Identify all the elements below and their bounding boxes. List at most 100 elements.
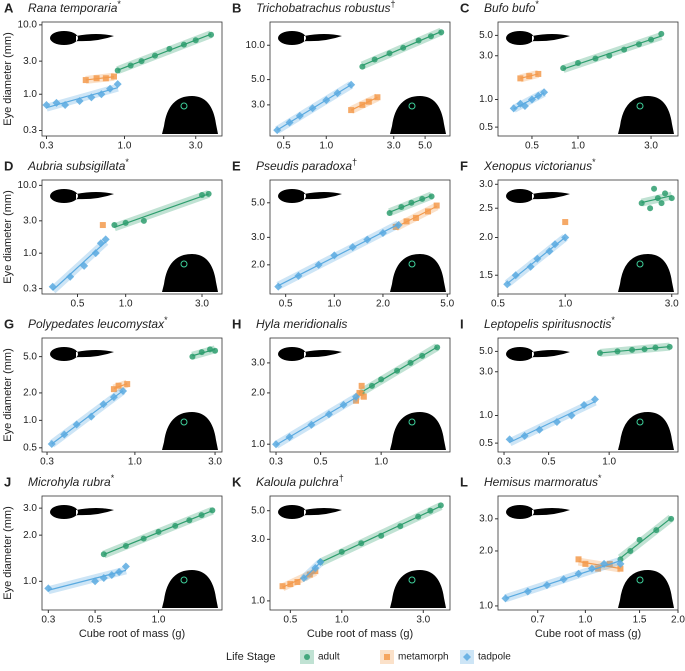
point bbox=[550, 240, 559, 249]
point bbox=[356, 389, 363, 396]
point bbox=[621, 46, 628, 53]
panel-title: Microhyla rubra* bbox=[28, 473, 115, 489]
point bbox=[114, 67, 121, 74]
title-name: Rana temporaria bbox=[28, 1, 118, 15]
point bbox=[668, 515, 675, 522]
title-name: Trichobatrachus robustus bbox=[256, 1, 391, 15]
y-tick-label: 0.3 bbox=[23, 283, 37, 294]
point bbox=[285, 433, 294, 442]
legend-label: adult bbox=[318, 652, 340, 663]
y-tick-label: 2.0 bbox=[251, 259, 265, 270]
point bbox=[295, 111, 304, 120]
title-name: Hemisus marmoratus bbox=[484, 475, 598, 489]
frog-silhouette bbox=[390, 96, 446, 134]
y-tick-label: 1.0 bbox=[479, 601, 493, 612]
point bbox=[394, 221, 403, 230]
plot-frame bbox=[41, 337, 223, 453]
point bbox=[127, 62, 134, 69]
point bbox=[99, 222, 106, 229]
x-tick-label: 3.0 bbox=[189, 141, 203, 152]
point bbox=[60, 430, 69, 439]
point bbox=[658, 30, 665, 37]
point bbox=[109, 393, 118, 402]
point bbox=[338, 548, 345, 555]
x-tick-label: 0.3 bbox=[40, 457, 54, 468]
point bbox=[307, 420, 316, 429]
point bbox=[666, 343, 673, 350]
tadpole-silhouette bbox=[50, 31, 114, 45]
point bbox=[352, 392, 361, 401]
frog-silhouette bbox=[390, 412, 446, 450]
y-tick-label: 3.0 bbox=[23, 56, 37, 67]
plot-data bbox=[48, 190, 212, 294]
point bbox=[186, 517, 193, 524]
title-suffix: * bbox=[164, 315, 168, 325]
plot-frame bbox=[269, 495, 451, 611]
x-tick-label: 1.0 bbox=[152, 615, 166, 626]
point bbox=[113, 80, 122, 89]
y-tick-label: 3.0 bbox=[23, 215, 37, 226]
point bbox=[392, 223, 399, 230]
x-tick-label: 0.5 bbox=[525, 141, 539, 152]
point bbox=[316, 558, 325, 567]
title-suffix: * bbox=[125, 157, 129, 167]
point bbox=[596, 350, 603, 357]
x-tick-label: 1.0 bbox=[335, 615, 349, 626]
x-axis-label: Cube root of mass (g) bbox=[307, 628, 413, 640]
point bbox=[208, 31, 215, 38]
fit-line bbox=[48, 569, 127, 591]
point bbox=[324, 410, 333, 419]
point bbox=[87, 412, 96, 421]
frog-silhouette bbox=[618, 254, 674, 292]
point bbox=[363, 235, 372, 244]
point bbox=[140, 217, 147, 224]
frog-silhouette bbox=[618, 412, 674, 450]
x-tick-label: 0.5 bbox=[314, 457, 328, 468]
point bbox=[339, 400, 348, 409]
plot-data bbox=[274, 191, 440, 291]
point bbox=[520, 431, 529, 440]
x-tick-label: 1.0 bbox=[374, 457, 388, 468]
frog-silhouette bbox=[390, 570, 446, 608]
plot-frame bbox=[497, 21, 679, 137]
point bbox=[304, 654, 310, 660]
point bbox=[205, 190, 212, 197]
plot-data bbox=[501, 514, 675, 603]
point bbox=[111, 222, 118, 229]
x-tick-label: 3.0 bbox=[644, 141, 658, 152]
point bbox=[99, 574, 108, 583]
point bbox=[617, 565, 624, 572]
point bbox=[397, 523, 404, 530]
point bbox=[407, 359, 414, 366]
point bbox=[567, 411, 576, 420]
point bbox=[124, 381, 131, 388]
plot-frame bbox=[41, 495, 223, 611]
point bbox=[635, 41, 642, 48]
x-tick-label: 0.3 bbox=[497, 457, 511, 468]
panel-letter: K bbox=[232, 474, 242, 489]
point bbox=[207, 346, 214, 353]
point bbox=[503, 280, 512, 289]
point bbox=[600, 559, 609, 568]
tadpole-silhouette bbox=[50, 505, 114, 519]
point bbox=[122, 219, 129, 226]
point bbox=[199, 192, 206, 199]
point bbox=[72, 420, 81, 429]
y-tick-label: 1.0 bbox=[251, 439, 265, 450]
point bbox=[540, 88, 549, 97]
point bbox=[582, 560, 589, 567]
point bbox=[424, 208, 431, 215]
point bbox=[652, 344, 659, 351]
frog-eye bbox=[180, 260, 188, 268]
y-tick-label: 5.0 bbox=[251, 505, 265, 516]
x-tick-label: 0.3 bbox=[41, 615, 55, 626]
y-tick-label: 1.0 bbox=[479, 410, 493, 421]
x-tick-label: 1.0 bbox=[558, 299, 572, 310]
plot-data bbox=[44, 506, 216, 595]
panel-title: Leptopelis spiritusnoctis* bbox=[484, 315, 615, 331]
point bbox=[415, 37, 422, 44]
point bbox=[527, 95, 536, 104]
y-tick-label: 0.3 bbox=[23, 125, 37, 136]
tadpole-silhouette bbox=[506, 31, 570, 45]
